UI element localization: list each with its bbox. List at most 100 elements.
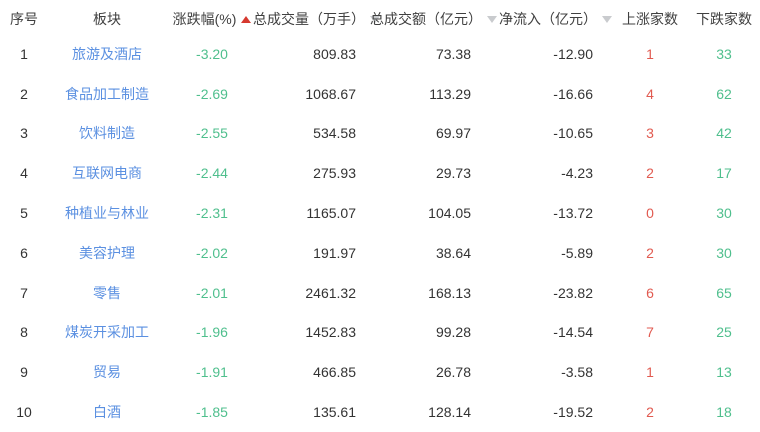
cell-losers: 33 xyxy=(716,45,732,62)
cell-net-inflow: -10.65 xyxy=(553,125,593,142)
cell-net-inflow: -3.58 xyxy=(561,364,593,381)
header-turnover-sort[interactable]: 总成交额（亿元） xyxy=(370,9,497,29)
header-gainers-label: 上涨家数 xyxy=(622,11,678,27)
header-volume-label: 总成交量（万手） xyxy=(253,11,365,27)
table-row: 3 饮料制造 -2.55 534.58 69.97 -10.65 3 42 xyxy=(0,114,760,154)
cell-gainers: 0 xyxy=(646,205,654,222)
cell-turnover: 73.38 xyxy=(435,45,471,62)
cell-gainers: 6 xyxy=(646,284,654,301)
sort-desc-icon xyxy=(602,15,612,23)
cell-gainers: 2 xyxy=(646,404,654,421)
table-body: 1 旅游及酒店 -3.20 809.83 73.38 -12.90 1 33 2… xyxy=(0,34,760,432)
row-index: 10 xyxy=(16,404,32,421)
sector-link[interactable]: 贸易 xyxy=(93,364,121,381)
table-row: 4 互联网电商 -2.44 275.93 29.73 -4.23 2 17 xyxy=(0,153,760,193)
sector-link[interactable]: 美容护理 xyxy=(79,244,135,261)
cell-turnover: 38.64 xyxy=(435,244,471,261)
cell-turnover: 104.05 xyxy=(428,205,471,222)
cell-gainers: 2 xyxy=(646,165,654,182)
cell-net-inflow: -16.66 xyxy=(553,85,593,102)
cell-losers: 62 xyxy=(716,85,732,102)
header-net-inflow-label: 净流入（亿元） xyxy=(499,11,597,27)
cell-volume: 2461.32 xyxy=(305,284,356,301)
cell-net-inflow: -12.90 xyxy=(553,45,593,62)
cell-net-inflow: -23.82 xyxy=(553,284,593,301)
row-index: 5 xyxy=(20,205,28,222)
header-net-inflow-sort[interactable]: 净流入（亿元） xyxy=(497,9,612,29)
header-losers: 下跌家数 xyxy=(688,9,760,29)
cell-volume: 1452.83 xyxy=(305,324,356,341)
header-gainers: 上涨家数 xyxy=(612,9,688,29)
cell-change: -2.01 xyxy=(196,284,228,301)
cell-change: -2.31 xyxy=(196,205,228,222)
table-row: 8 煤炭开采加工 -1.96 1452.83 99.28 -14.54 7 25 xyxy=(0,313,760,353)
header-change-label: 涨跌幅(%) xyxy=(172,11,237,27)
cell-volume: 275.93 xyxy=(313,165,356,182)
cell-volume: 534.58 xyxy=(313,125,356,142)
row-index: 4 xyxy=(20,165,28,182)
cell-change: -2.44 xyxy=(196,165,228,182)
cell-losers: 65 xyxy=(716,284,732,301)
cell-losers: 18 xyxy=(716,404,732,421)
header-change-sort[interactable]: 涨跌幅(%) xyxy=(166,9,258,29)
header-sector-label: 板块 xyxy=(93,11,121,27)
header-volume-sort[interactable]: 总成交量（万手） xyxy=(253,9,380,29)
cell-losers: 30 xyxy=(716,244,732,261)
row-index: 7 xyxy=(20,284,28,301)
sector-link[interactable]: 种植业与林业 xyxy=(65,205,149,222)
cell-turnover: 113.29 xyxy=(429,85,471,102)
sector-link[interactable]: 食品加工制造 xyxy=(65,85,149,102)
cell-volume: 466.85 xyxy=(313,364,356,381)
sector-link[interactable]: 煤炭开采加工 xyxy=(65,324,149,341)
row-index: 9 xyxy=(20,364,28,381)
header-sector: 板块 xyxy=(48,9,166,29)
header-index-label: 序号 xyxy=(10,11,38,27)
cell-gainers: 2 xyxy=(646,244,654,261)
table-row: 2 食品加工制造 -2.69 1068.67 113.29 -16.66 4 6… xyxy=(0,74,760,114)
header-index: 序号 xyxy=(0,9,48,29)
table-row: 7 零售 -2.01 2461.32 168.13 -23.82 6 65 xyxy=(0,273,760,313)
cell-losers: 25 xyxy=(716,324,732,341)
cell-volume: 135.61 xyxy=(313,404,356,421)
sector-link[interactable]: 零售 xyxy=(93,284,121,301)
table-row: 1 旅游及酒店 -3.20 809.83 73.38 -12.90 1 33 xyxy=(0,34,760,74)
sort-desc-icon xyxy=(370,15,380,23)
cell-volume: 809.83 xyxy=(313,45,356,62)
cell-change: -2.69 xyxy=(196,85,228,102)
cell-losers: 13 xyxy=(716,364,732,381)
sector-link[interactable]: 饮料制造 xyxy=(79,125,135,142)
header-losers-label: 下跌家数 xyxy=(696,11,752,27)
cell-gainers: 4 xyxy=(646,85,654,102)
cell-change: -1.91 xyxy=(196,364,228,381)
cell-net-inflow: -5.89 xyxy=(561,244,593,261)
cell-volume: 191.97 xyxy=(313,244,356,261)
sector-link[interactable]: 白酒 xyxy=(93,404,121,421)
cell-volume: 1068.67 xyxy=(305,85,356,102)
row-index: 3 xyxy=(20,125,28,142)
header-turnover-label: 总成交额（亿元） xyxy=(370,11,482,27)
cell-turnover: 26.78 xyxy=(435,364,471,381)
table-row: 6 美容护理 -2.02 191.97 38.64 -5.89 2 30 xyxy=(0,233,760,273)
cell-net-inflow: -19.52 xyxy=(553,404,593,421)
cell-turnover: 69.97 xyxy=(435,125,471,142)
sector-link[interactable]: 旅游及酒店 xyxy=(72,45,142,62)
row-index: 2 xyxy=(20,85,28,102)
sector-link[interactable]: 互联网电商 xyxy=(72,165,142,182)
cell-change: -1.96 xyxy=(196,324,228,341)
cell-losers: 17 xyxy=(716,165,732,182)
cell-change: -2.55 xyxy=(196,125,228,142)
cell-change: -3.20 xyxy=(196,45,228,62)
cell-volume: 1165.07 xyxy=(306,205,356,222)
cell-net-inflow: -4.23 xyxy=(561,165,593,182)
cell-turnover: 99.28 xyxy=(435,324,471,341)
row-index: 6 xyxy=(20,244,28,261)
cell-turnover: 128.14 xyxy=(428,404,471,421)
cell-losers: 42 xyxy=(716,125,732,142)
row-index: 1 xyxy=(20,45,28,62)
cell-change: -2.02 xyxy=(196,244,228,261)
cell-turnover: 168.13 xyxy=(428,284,471,301)
row-index: 8 xyxy=(20,324,28,341)
table-row: 10 白酒 -1.85 135.61 128.14 -19.52 2 18 xyxy=(0,392,760,432)
cell-losers: 30 xyxy=(716,205,732,222)
